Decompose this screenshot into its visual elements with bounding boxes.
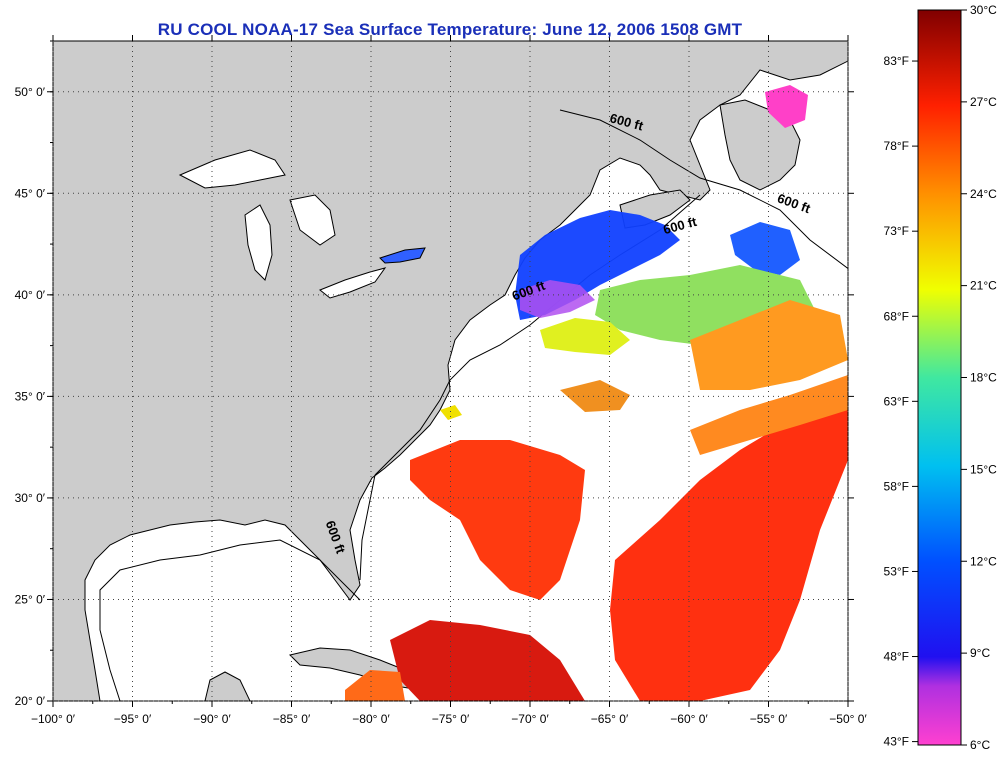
lon-tick-label: −70° 0′	[511, 712, 549, 726]
lat-tick-label: 30° 0′	[15, 491, 46, 505]
colorbar-c-label: 9°C	[970, 646, 990, 660]
colorbar-f-label: 43°F	[884, 735, 909, 749]
colorbar-celsius-labels: 30°C 27°C 24°C 21°C 18°C 15°C 12°C 9°C 6°C	[961, 3, 997, 752]
colorbar-c-label: 15°C	[970, 462, 997, 476]
lon-tick-label: −65° 0′	[591, 712, 629, 726]
map-area	[53, 41, 850, 701]
lat-tick-label: 40° 0′	[15, 288, 46, 302]
lon-tick-label: −50° 0′	[829, 712, 867, 726]
colorbar-f-label: 63°F	[884, 394, 909, 408]
colorbar-c-label: 30°C	[970, 3, 997, 17]
colorbar-c-label: 21°C	[970, 279, 997, 293]
lon-tick-label: −95° 0′	[114, 712, 152, 726]
colorbar-f-label: 78°F	[884, 139, 909, 153]
lon-tick-label: −85° 0′	[273, 712, 311, 726]
lon-tick-label: −80° 0′	[352, 712, 390, 726]
lat-tick-label: 20° 0′	[15, 694, 46, 708]
colorbar-bar	[918, 10, 961, 745]
colorbar-c-label: 12°C	[970, 554, 997, 568]
lat-tick-label: 25° 0′	[15, 592, 46, 606]
lon-tick-label: −60° 0′	[670, 712, 708, 726]
lat-tick-label: 45° 0′	[15, 186, 46, 200]
colorbar-f-label: 68°F	[884, 309, 909, 323]
lon-tick-label: −55° 0′	[750, 712, 788, 726]
page-title: RU COOL NOAA-17 Sea Surface Temperature:…	[0, 20, 900, 40]
lon-tick-label: −90° 0′	[193, 712, 231, 726]
colorbar-c-label: 6°C	[970, 738, 990, 752]
colorbar-f-label: 83°F	[884, 54, 909, 68]
colorbar-fahrenheit-labels: 83°F 78°F 73°F 68°F 63°F 58°F 53°F 48°F 43°F	[884, 54, 918, 749]
colorbar-c-label: 24°C	[970, 187, 997, 201]
lon-tick-label: −75° 0′	[432, 712, 470, 726]
colorbar: 30°C 27°C 24°C 21°C 18°C 15°C 12°C 9°C 6°C 83°F 7…	[884, 3, 998, 752]
colorbar-f-label: 53°F	[884, 564, 909, 578]
colorbar-f-label: 73°F	[884, 224, 909, 238]
lon-tick-label: −100° 0′	[31, 712, 76, 726]
colorbar-c-label: 18°C	[970, 371, 997, 385]
colorbar-f-label: 48°F	[884, 650, 909, 664]
lat-tick-label: 35° 0′	[15, 389, 46, 403]
colorbar-f-label: 58°F	[884, 479, 909, 493]
colorbar-c-label: 27°C	[970, 95, 997, 109]
lat-tick-label: 50° 0′	[15, 85, 46, 99]
sst-map-figure: −100° 0′ −95° 0′ −90° 0′ −85° 0′ −80° 0′ −75°…	[0, 0, 1008, 761]
